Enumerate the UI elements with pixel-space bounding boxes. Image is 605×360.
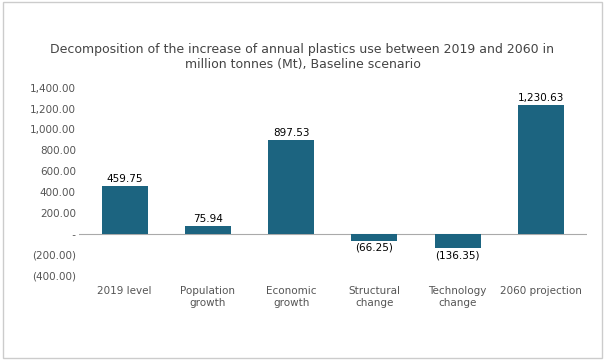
Text: 459.75: 459.75	[106, 174, 143, 184]
Bar	[518, 105, 564, 234]
Text: 897.53: 897.53	[273, 128, 309, 138]
Text: 1,230.63: 1,230.63	[518, 93, 564, 103]
Text: (66.25): (66.25)	[355, 243, 393, 253]
Bar	[185, 226, 231, 234]
Bar	[268, 140, 314, 234]
Text: (136.35): (136.35)	[436, 250, 480, 260]
Bar	[102, 186, 148, 234]
Text: Decomposition of the increase of annual plastics use between 2019 and 2060 in
mi: Decomposition of the increase of annual …	[50, 43, 555, 71]
Bar	[352, 234, 397, 241]
Bar	[435, 234, 480, 248]
Text: 75.94: 75.94	[193, 214, 223, 224]
